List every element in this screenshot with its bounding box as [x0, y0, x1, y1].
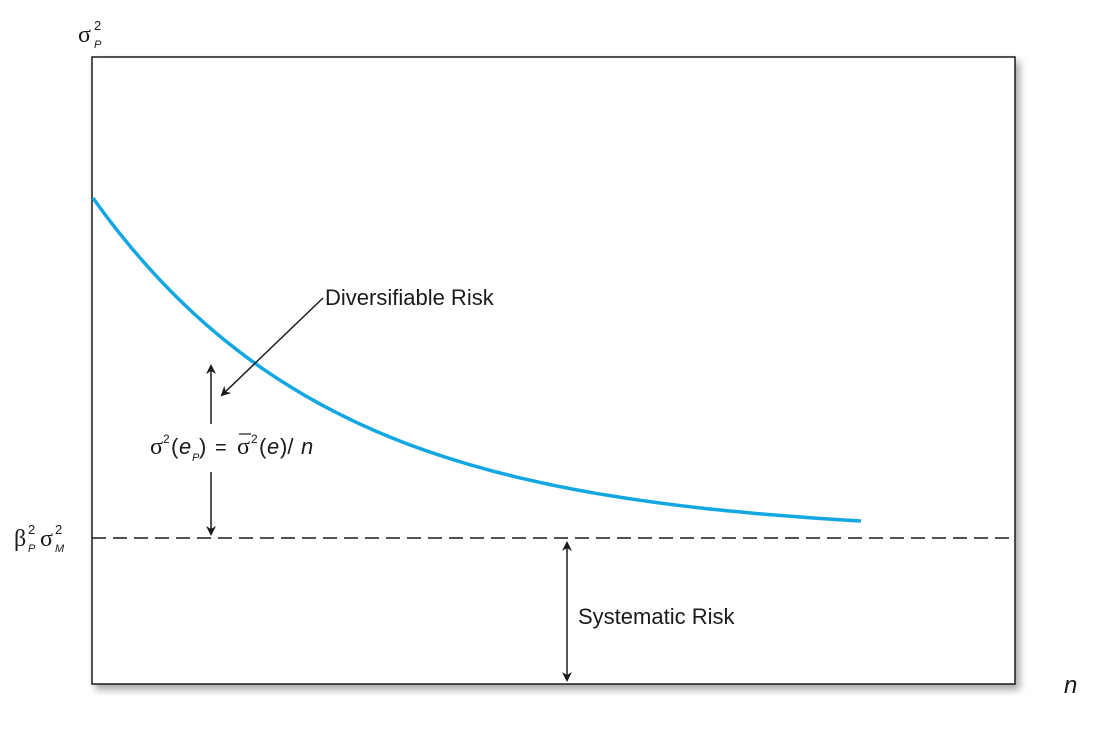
svg-text:(: (: [259, 434, 267, 459]
y-axis-label: σ 2 P: [78, 18, 102, 51]
svg-text:P: P: [94, 39, 102, 51]
svg-text:(: (: [171, 434, 179, 459]
svg-text:2: 2: [28, 522, 35, 537]
systematic-risk-label: Systematic Risk: [578, 604, 735, 629]
svg-text:2: 2: [251, 432, 258, 446]
svg-text:2: 2: [163, 432, 170, 446]
svg-text:=: =: [215, 437, 227, 459]
svg-text:): ): [199, 434, 206, 459]
x-axis-label: n: [1064, 672, 1077, 699]
diversifiable-risk-formula: σ 2 ( e P ) = σ 2 ( e )/ n: [150, 432, 313, 464]
svg-text:β: β: [14, 526, 26, 552]
svg-text:2: 2: [94, 18, 101, 33]
svg-text:P: P: [28, 543, 36, 555]
svg-text:P: P: [192, 452, 200, 464]
diversifiable-risk-label: Diversifiable Risk: [325, 285, 495, 310]
plot-frame: [91, 56, 1016, 685]
svg-text:2: 2: [55, 522, 62, 537]
svg-text:σ: σ: [40, 526, 53, 552]
series-line: [91, 196, 862, 523]
baseline-label: β 2 P σ 2 M: [14, 522, 65, 555]
diversifiable-risk-leader: [220, 297, 324, 397]
svg-text:σ: σ: [78, 22, 91, 48]
svg-text:σ: σ: [237, 434, 250, 460]
svg-text:e: e: [267, 434, 279, 459]
svg-text:e: e: [179, 434, 191, 459]
svg-text:n: n: [301, 434, 313, 459]
svg-text:M: M: [55, 543, 65, 555]
svg-text:σ: σ: [150, 434, 163, 460]
svg-text:)/: )/: [280, 434, 294, 459]
